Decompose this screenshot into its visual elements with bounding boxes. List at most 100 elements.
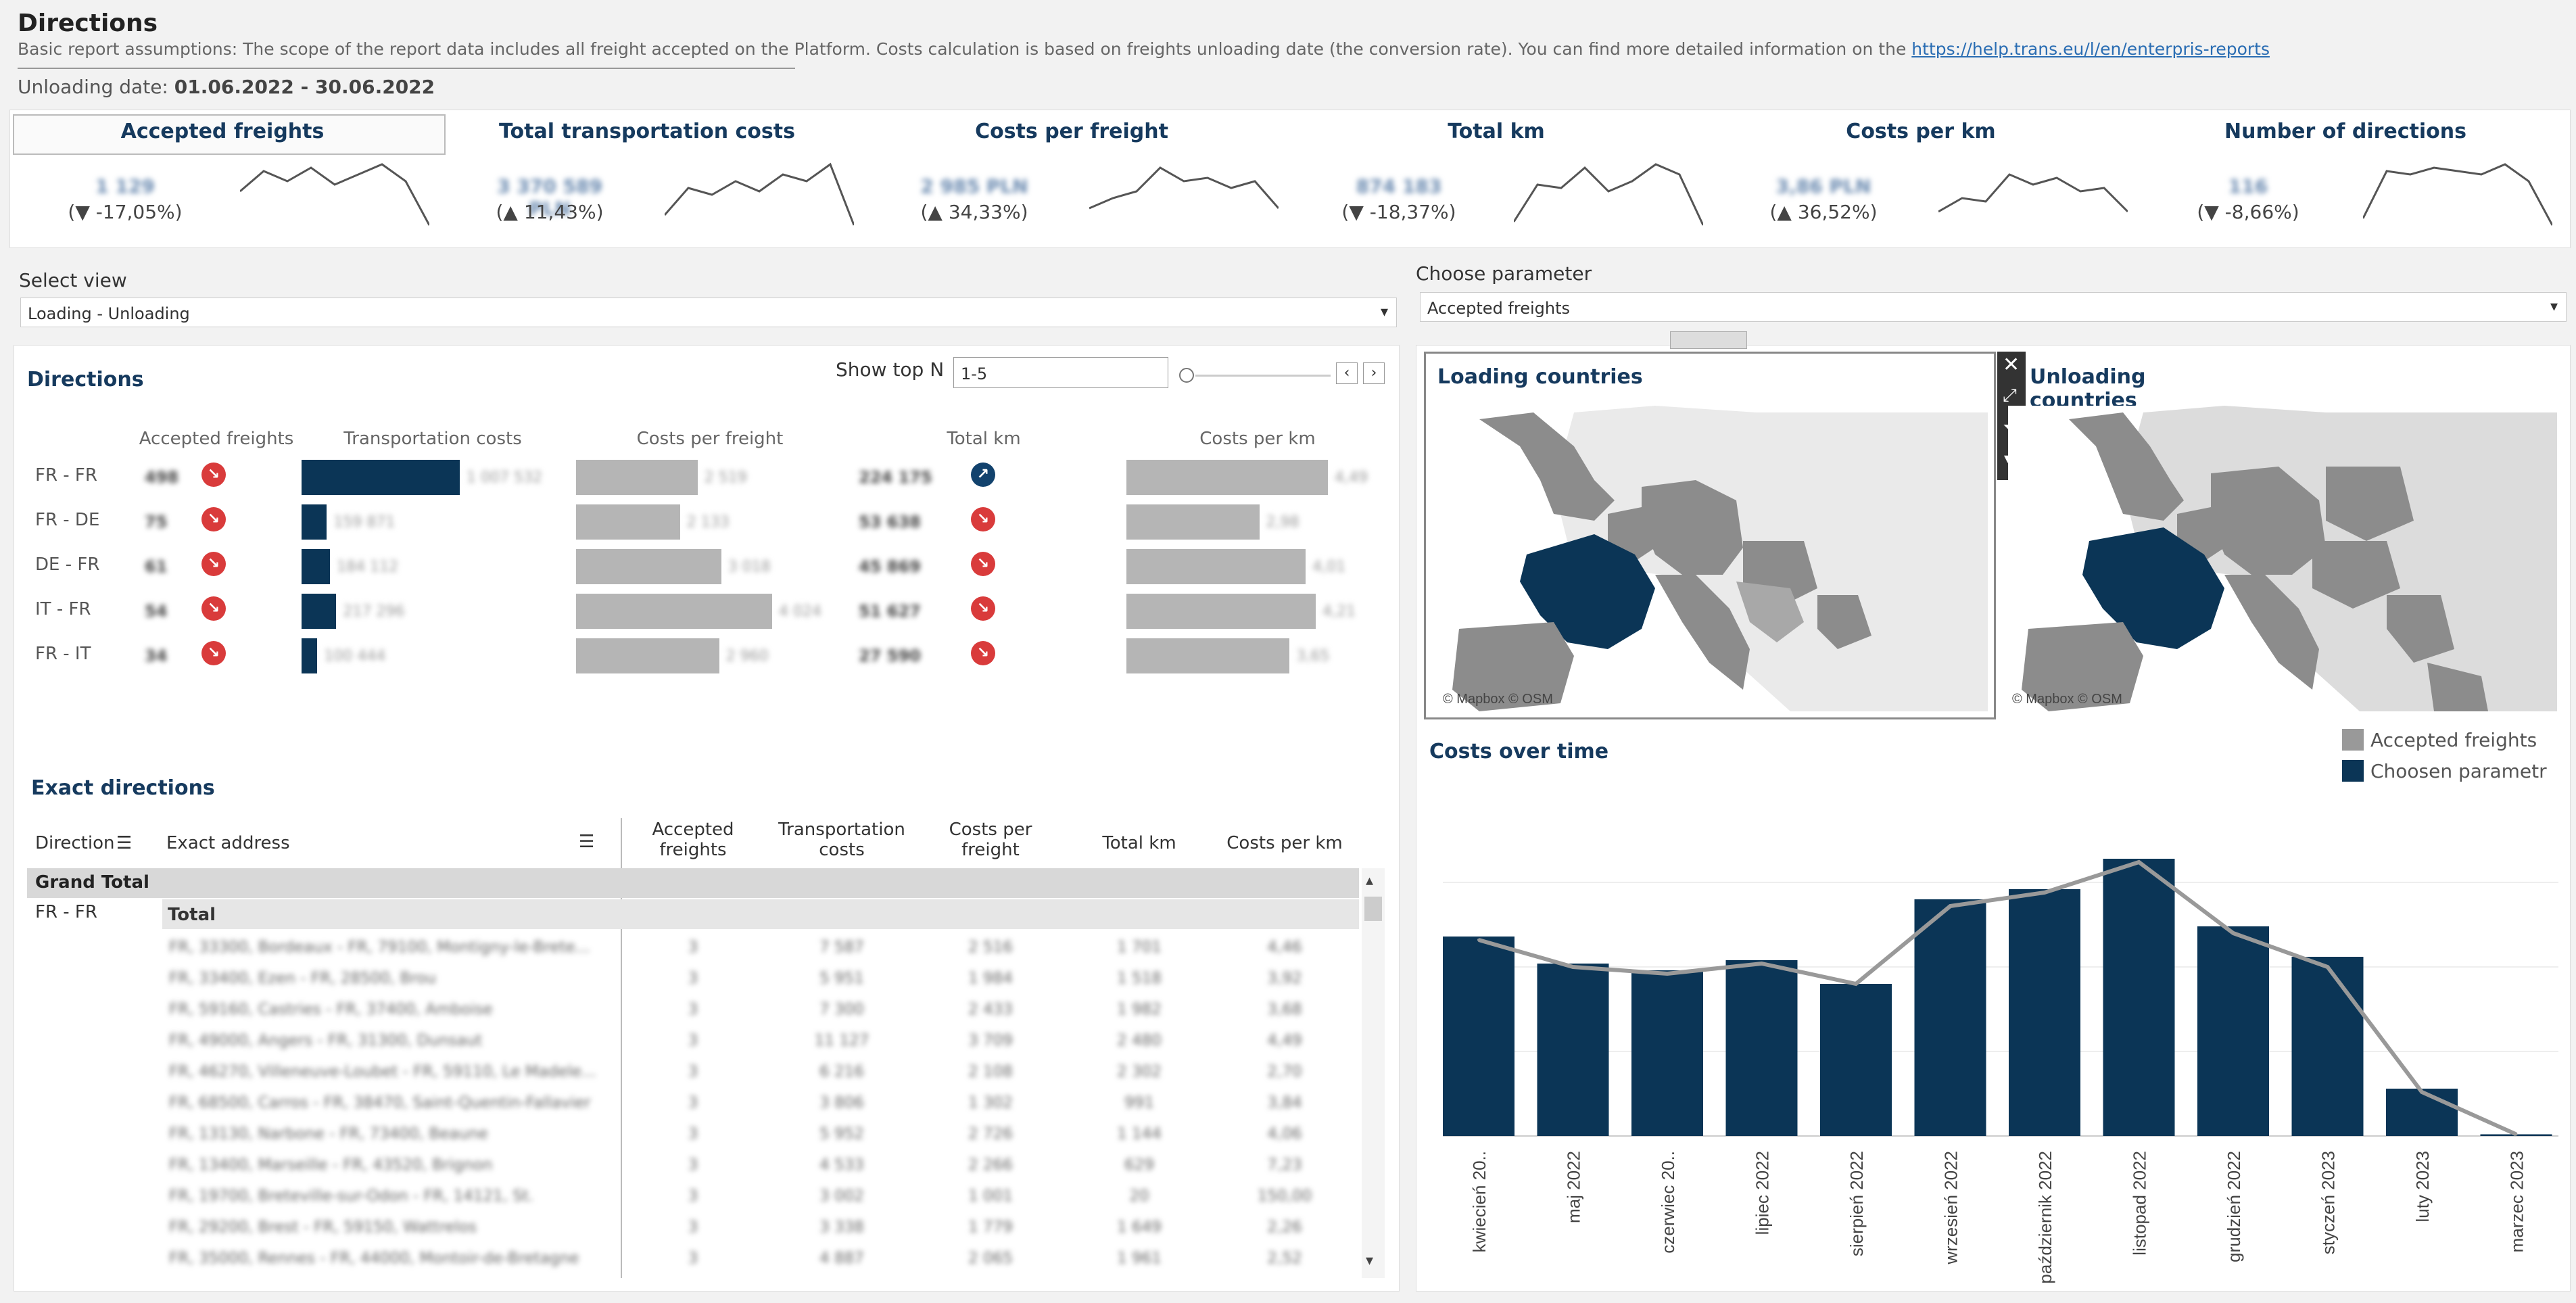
show-top-label: Show top N <box>836 358 945 381</box>
arrow-down-icon: ↘ <box>971 641 995 665</box>
help-link[interactable]: https://help.trans.eu/l/en/enterpris-rep… <box>1911 39 2270 59</box>
sort-icon[interactable]: ☰ <box>579 832 595 852</box>
select-view-dropdown[interactable]: Loading - Unloading ▾ <box>20 298 1397 327</box>
show-top-input[interactable]: 1-5 <box>953 357 1168 388</box>
scroll-down-icon[interactable]: ▾ <box>1366 1252 1374 1269</box>
chart-line-point <box>1477 939 1480 941</box>
table-row[interactable]: FR, 49000, Angers - FR, 31300, Dunsaut 3 1… <box>162 1025 1359 1056</box>
x-tick-label: lipiec 2022 <box>1752 1151 1773 1235</box>
kpi-card[interactable]: Costs per freight 2 985 PLN (▲ 34,33%) <box>859 110 1284 249</box>
chart-bar[interactable] <box>2291 957 2364 1136</box>
chart-bar[interactable] <box>1537 964 1609 1136</box>
slider-handle[interactable] <box>1179 368 1194 383</box>
sort-icon[interactable]: ☰ <box>116 833 133 853</box>
kpi-card[interactable]: Accepted freights 1 129 (▼ -17,05%) <box>10 110 446 249</box>
table-cell: 2 302 <box>1117 1063 1162 1081</box>
focus-mode-icon[interactable]: ⤢ <box>2003 385 2017 406</box>
table-cell: 1 961 <box>1117 1250 1162 1267</box>
kpi-sparkline-path <box>1089 166 1279 210</box>
table-cell: 3 <box>688 1250 698 1267</box>
chart-bar[interactable] <box>2386 1089 2458 1136</box>
slider-track[interactable] <box>1195 375 1331 377</box>
costs-per-km-header[interactable]: Costs per km <box>1226 833 1343 853</box>
cost-per-freight-bar <box>576 504 680 540</box>
table-cell: 2 516 <box>968 939 1013 956</box>
chevron-down-icon: ▾ <box>1380 304 1388 321</box>
grand-total-row[interactable] <box>27 868 1359 898</box>
chart-bar[interactable] <box>1443 937 1514 1136</box>
table-cell: FR, 13400, Marseille - FR, 43520, Brigno… <box>169 1156 493 1174</box>
direction-header[interactable]: Direction <box>35 833 115 853</box>
cost-per-freight-bar <box>576 594 772 629</box>
group-total-row[interactable] <box>162 899 1359 929</box>
x-tick-label: styczeń 2023 <box>2318 1151 2339 1254</box>
cost-per-km-value: 4,21 <box>1322 603 1356 620</box>
unloading-map[interactable]: © Mapbox © OSM <box>2008 406 2557 711</box>
kpi-card[interactable]: Number of directions 116 (▼ -8,66%) <box>2133 110 2558 249</box>
scroll-up-icon[interactable]: ▴ <box>1366 872 1374 889</box>
kpi-card[interactable]: Costs per km 3,86 PLN (▲ 36,52%) <box>1709 110 2133 249</box>
cost-per-km-value: 4,01 <box>1312 559 1346 575</box>
chart-bar[interactable] <box>1725 960 1798 1136</box>
scrollbar-thumb[interactable] <box>1364 897 1382 921</box>
accepted-freights-header[interactable]: Accepted freights <box>652 820 734 860</box>
table-cell: 3 <box>688 1001 698 1018</box>
choose-parameter-dropdown[interactable]: Accepted freights ▾ <box>1420 292 2567 322</box>
accepted-freights-value: 75 <box>145 513 168 531</box>
table-row[interactable]: FR, 33300, Bordeaux - FR, 79100, Montign… <box>162 932 1359 963</box>
chart-bar[interactable] <box>2009 889 2080 1136</box>
kpi-value: 2 985 PLN <box>920 175 1028 197</box>
loading-map[interactable]: © Mapbox © OSM <box>1439 406 1988 711</box>
total-km-header[interactable]: Total km <box>1102 833 1176 853</box>
table-cell: 3 709 <box>968 1032 1013 1049</box>
chevron-down-icon[interactable]: ▾ <box>2004 450 2012 467</box>
cost-per-km-bar <box>1126 638 1290 673</box>
chevron-left-icon[interactable]: ‹ <box>1336 362 1358 384</box>
table-row[interactable]: FR, 19700, Breteville-sur-Odon - FR, 141… <box>162 1181 1359 1212</box>
chevron-right-icon[interactable]: › <box>1363 362 1385 384</box>
chart-line-point <box>1949 905 1952 907</box>
drag-handle[interactable] <box>1670 331 1747 349</box>
costs-per-freight-header[interactable]: Costs per freight <box>949 820 1032 860</box>
table-row[interactable]: FR, 68500, Carros - FR, 38470, Saint-Que… <box>162 1087 1359 1118</box>
chart-bar[interactable] <box>1631 970 1703 1136</box>
table-row[interactable]: FR, 13400, Marseille - FR, 43520, Brigno… <box>162 1150 1359 1181</box>
arrow-down-icon: ↘ <box>201 463 226 487</box>
direction-label: IT - FR <box>35 599 91 619</box>
table-cell: 3 <box>688 970 698 987</box>
kpi-card[interactable]: Total transportation costs 3 370 589 PLN(… <box>435 110 859 249</box>
table-cell: 2,26 <box>1267 1218 1302 1236</box>
table-row[interactable]: FR, 59160, Castries - FR, 37400, Amboise… <box>162 994 1359 1025</box>
chart-bar[interactable] <box>2197 926 2269 1136</box>
x-tick-label: marzec 2023 <box>2507 1151 2527 1252</box>
x-tick-label: październik 2022 <box>2035 1151 2055 1284</box>
scrollbar[interactable] <box>1362 868 1385 1278</box>
cost-per-km-value: 4,49 <box>1335 469 1368 486</box>
table-row[interactable]: FR, 13130, Narbone - FR, 73400, Beaune 3 5… <box>162 1118 1359 1150</box>
transportation-costs-header[interactable]: Transportation costs <box>778 820 905 860</box>
table-row[interactable]: FR, 35000, Rennes - FR, 44000, Montoir-d… <box>162 1243 1359 1274</box>
chart-bar[interactable] <box>2103 859 2175 1136</box>
x-tick-label: kwiecień 20.. <box>1469 1151 1489 1252</box>
table-row[interactable]: FR, 29200, Brest - FR, 59150, Wattrelos 3… <box>162 1212 1359 1243</box>
table-cell: FR, 46270, Villeneuve-Loubet - FR, 59110… <box>169 1063 596 1081</box>
table-cell: 150,00 <box>1257 1187 1312 1205</box>
table-cell: 2 480 <box>1117 1032 1162 1049</box>
costs-over-time-chart[interactable]: kwiecień 20.. maj 2022 czerwiec 20.. lipiec… <box>1429 784 2565 1285</box>
table-cell: 7 587 <box>819 939 864 956</box>
transportation-cost-bar <box>302 460 460 495</box>
chart-bar[interactable] <box>1914 899 1986 1136</box>
transportation-cost-value: 1 007 532 <box>467 469 542 486</box>
exact-address-header[interactable]: Exact address <box>166 833 290 853</box>
col-costs-per-freight: Costs per freight <box>636 429 784 449</box>
chart-bar[interactable] <box>1820 984 1892 1136</box>
close-icon[interactable]: ✕ <box>2003 353 2020 377</box>
kpi-card[interactable]: Total km 874 183 (▼ -18,37%) <box>1284 110 1709 249</box>
table-cell: 2 726 <box>968 1125 1013 1143</box>
kpi-title: Costs per km <box>1846 120 1996 143</box>
x-tick-label: czerwiec 20.. <box>1658 1151 1678 1254</box>
table-cell: FR, 33400, Ezen - FR, 28500, Brou <box>169 970 436 987</box>
table-cell: 3 <box>688 1218 698 1236</box>
table-row[interactable]: FR, 33400, Ezen - FR, 28500, Brou 3 5 951 1… <box>162 963 1359 994</box>
table-row[interactable]: FR, 46270, Villeneuve-Loubet - FR, 59110… <box>162 1056 1359 1087</box>
